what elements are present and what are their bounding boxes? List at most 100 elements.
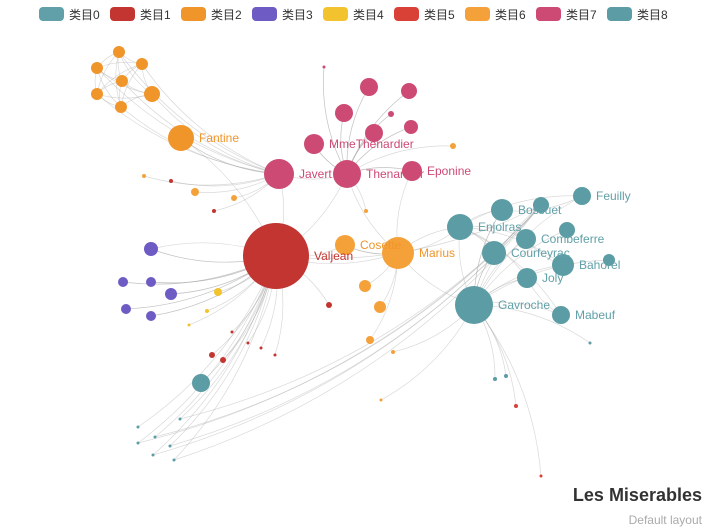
node-label: Javert [299,167,332,181]
graph-node[interactable] [115,101,127,113]
graph-node[interactable] [504,374,508,378]
graph-node[interactable] [366,336,374,344]
graph-node[interactable] [455,286,493,324]
graph-node[interactable] [113,46,125,58]
node-label: Bossuet [518,203,562,217]
legend-item-4[interactable]: 类目4 [323,4,384,24]
graph-node[interactable] [136,58,148,70]
legend-label: 类目2 [211,7,242,22]
legend-swatch [323,7,348,21]
graph-edge [169,204,542,447]
graph-node[interactable] [539,474,543,478]
graph-node[interactable] [388,111,394,117]
legend-item-1[interactable]: 类目1 [110,4,171,24]
graph-edge [141,63,280,175]
graph-node[interactable] [359,280,371,292]
graph-node[interactable] [191,188,199,196]
graph-node[interactable] [220,357,226,363]
graph-node[interactable] [230,330,234,334]
legend-item-7[interactable]: 类目7 [536,4,597,24]
graph-node[interactable] [142,174,146,178]
legend-item-0[interactable]: 类目0 [39,4,100,24]
graph-node[interactable] [121,304,131,314]
graph-node[interactable] [273,353,277,357]
graph-node[interactable] [144,242,158,256]
node-group [91,46,615,478]
graph-node[interactable] [231,195,237,201]
graph-node[interactable] [192,374,210,392]
graph-node[interactable] [603,254,615,266]
graph-node[interactable] [212,209,216,213]
graph-node[interactable] [304,134,324,154]
graph-node[interactable] [493,377,497,381]
graph-node[interactable] [136,425,140,429]
legend-item-6[interactable]: 类目6 [465,4,526,24]
graph-node[interactable] [116,75,128,87]
graph-node[interactable] [533,197,549,213]
graph-node[interactable] [514,404,518,408]
graph-node[interactable] [146,311,156,321]
graph-node[interactable] [209,352,215,358]
graph-node[interactable] [168,444,172,448]
graph-node[interactable] [447,214,473,240]
graph-node[interactable] [151,453,155,457]
graph-node[interactable] [404,120,418,134]
graph-node[interactable] [91,62,103,74]
graph-node[interactable] [516,229,536,249]
graph-node[interactable] [118,277,128,287]
graph-node[interactable] [335,104,353,122]
graph-node[interactable] [146,277,156,287]
graph-node[interactable] [153,435,157,439]
graph-node[interactable] [517,268,537,288]
graph-node[interactable] [382,237,414,269]
graph-node[interactable] [374,301,386,313]
graph-node[interactable] [169,179,173,183]
legend-swatch [181,7,206,21]
graph-node[interactable] [450,143,456,149]
graph-node[interactable] [491,199,513,221]
graph-node[interactable] [144,86,160,102]
graph-node[interactable] [335,235,355,255]
graph-node[interactable] [552,306,570,324]
graph-node[interactable] [391,350,395,354]
graph-node[interactable] [264,159,294,189]
graph-node[interactable] [322,65,326,69]
legend-label: 类目0 [69,7,100,22]
graph-node[interactable] [246,341,250,345]
graph-node[interactable] [168,125,194,151]
graph-node[interactable] [326,302,332,308]
graph-node[interactable] [205,309,209,313]
legend-item-5[interactable]: 类目5 [394,4,455,24]
legend-label: 类目8 [637,7,668,22]
legend-item-2[interactable]: 类目2 [181,4,242,24]
graph-node[interactable] [243,223,309,289]
chart-subtitle: Default layout [628,513,702,527]
graph-node[interactable] [402,161,422,181]
graph-node[interactable] [187,323,191,327]
graph-node[interactable] [482,241,506,265]
legend: 类目0 类目1 类目2 类目3 类目4 类目5 类目6 类目7 类目8 [0,4,707,24]
graph-node[interactable] [552,254,574,276]
graph-node[interactable] [379,398,383,402]
graph-node[interactable] [165,288,177,300]
graph-node[interactable] [364,209,368,213]
graph-node[interactable] [91,88,103,100]
graph-node[interactable] [559,222,575,238]
node-label: Combeferre [541,232,605,246]
graph-node[interactable] [172,458,176,462]
graph-edge [143,173,280,186]
graph-node[interactable] [259,346,263,350]
graph-node[interactable] [178,417,182,421]
graph-node[interactable] [333,160,361,188]
legend-item-8[interactable]: 类目8 [607,4,668,24]
graph-node[interactable] [214,288,222,296]
graph-node[interactable] [573,187,591,205]
legend-label: 类目7 [566,7,597,22]
graph-node[interactable] [401,83,417,99]
graph-node[interactable] [365,124,383,142]
legend-item-3[interactable]: 类目3 [252,4,313,24]
graph-node[interactable] [588,341,592,345]
graph-node[interactable] [360,78,378,96]
graph-node[interactable] [136,441,140,445]
graph-edge [473,304,542,477]
